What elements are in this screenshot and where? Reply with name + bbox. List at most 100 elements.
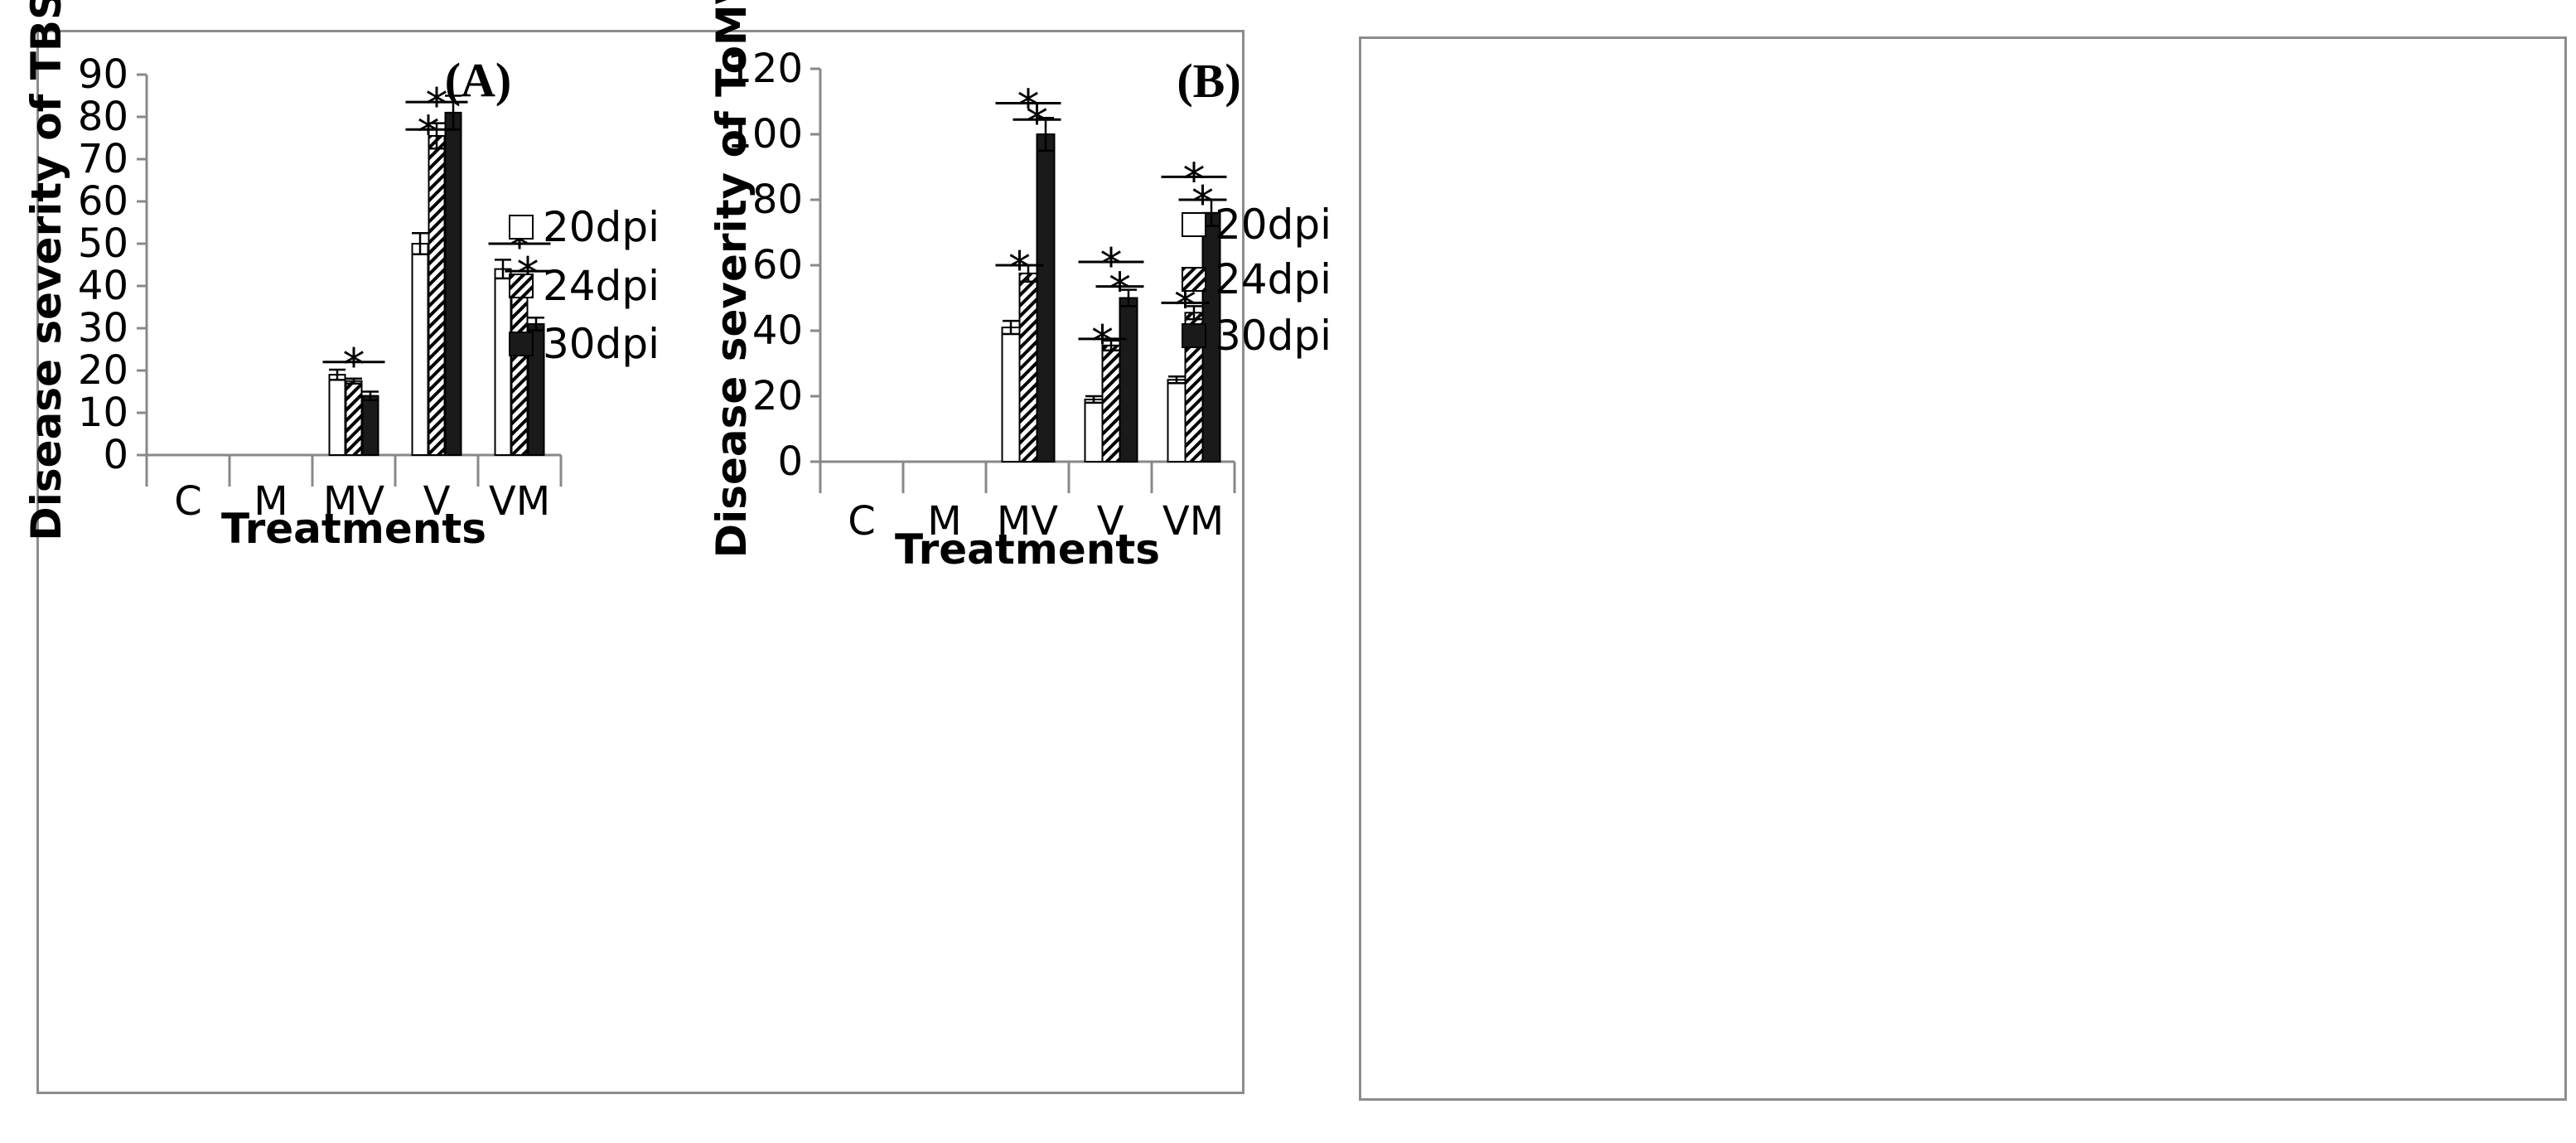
significance-marker: * — [995, 242, 1044, 294]
significance-star: * — [1091, 316, 1114, 368]
y-tick-label: 20 — [78, 347, 128, 394]
legend-label: 20dpi — [1215, 201, 1331, 249]
legend-label: 24dpi — [543, 262, 660, 310]
significance-star: * — [1183, 153, 1206, 206]
bar-30dpi-V — [444, 111, 462, 456]
legend-label: 20dpi — [543, 203, 660, 251]
y-axis-title: Disease severity of ToMV — [708, 0, 756, 558]
y-tick-label: 10 — [78, 390, 128, 436]
error-bar-20dpi-V — [412, 232, 428, 255]
bar-24dpi-MV — [345, 380, 363, 456]
significance-marker: * — [1013, 96, 1061, 148]
legend-label: 24dpi — [1215, 255, 1331, 303]
x-axis-title: Treatments — [895, 525, 1160, 574]
legend-swatch — [509, 215, 534, 240]
error-bar-20dpi-MV — [329, 368, 346, 381]
significance-marker: * — [995, 80, 1061, 132]
error-bar-24dpi-V — [1103, 339, 1119, 351]
x-axis-title: Treatments — [221, 505, 486, 553]
error-bar-20dpi-V — [1085, 395, 1102, 404]
significance-marker: * — [1161, 153, 1227, 206]
significance-star: * — [1109, 264, 1131, 316]
bar-20dpi-V — [1084, 398, 1104, 463]
legend-item-24dpi: 24dpi — [509, 262, 660, 310]
chart-panel-b: 0 20 40 60 80 100 120 C M MV V VM Treatments Disease … — [708, 0, 2567, 1101]
x-tick-label: C — [848, 498, 876, 545]
legend-swatch — [1182, 267, 1206, 292]
legend-swatch — [509, 332, 534, 356]
y-tick-label: 20 — [752, 373, 803, 419]
significance-star: * — [1100, 239, 1123, 291]
legend-item-24dpi: 24dpi — [1182, 255, 1331, 303]
y-tick-label: 90 — [78, 51, 128, 98]
bar-20dpi-MV — [1001, 327, 1021, 463]
bar-24dpi-MV — [1018, 272, 1038, 463]
y-tick-label: 0 — [777, 438, 803, 485]
legend-item-30dpi: 30dpi — [509, 320, 660, 368]
error-bar-20dpi-VM — [495, 259, 511, 280]
y-tick-label: 30 — [78, 305, 128, 351]
x-tick-label: V — [423, 478, 451, 525]
error-bar-20dpi-VM — [1168, 375, 1185, 385]
significance-star: * — [343, 339, 365, 391]
legend-item-20dpi: 20dpi — [509, 203, 660, 251]
error-bar-30dpi-V — [1120, 288, 1137, 308]
legend-swatch — [1182, 323, 1206, 348]
significance-marker: * — [1078, 316, 1127, 368]
significance-marker: * — [1095, 264, 1144, 316]
significance-marker: * — [322, 339, 385, 391]
x-tick-label: C — [174, 478, 202, 525]
significance-star: * — [426, 79, 448, 131]
y-tick-label: 40 — [78, 263, 128, 309]
legend-label: 30dpi — [1215, 312, 1331, 360]
error-bar-30dpi-VM — [528, 317, 544, 332]
significance-marker: * — [1078, 239, 1144, 291]
error-bar-24dpi-VM — [1186, 305, 1202, 321]
error-bar-30dpi-MV — [1037, 117, 1054, 152]
panel-label: (B) — [1177, 54, 1240, 108]
legend-item-20dpi: 20dpi — [1182, 201, 1331, 249]
significance-star: * — [1017, 80, 1040, 132]
legend-swatch — [509, 274, 534, 298]
significance-marker: * — [405, 106, 452, 158]
legend-swatch — [1182, 212, 1206, 237]
y-tick-label: 80 — [752, 177, 803, 223]
bar-30dpi-V — [1119, 297, 1138, 463]
y-tick-label: 80 — [78, 94, 128, 140]
significance-star: * — [1008, 242, 1031, 294]
bar-30dpi-MV — [1036, 133, 1056, 463]
x-tick-label: M — [927, 498, 961, 545]
x-tick-label: V — [1097, 498, 1124, 545]
x-tick-label: VM — [489, 478, 550, 525]
x-tick-label: MV — [323, 478, 384, 525]
significance-star: * — [1026, 96, 1048, 148]
bar-20dpi-VM — [494, 268, 512, 456]
x-tick-label: M — [254, 478, 288, 525]
error-bar-20dpi-MV — [1003, 319, 1019, 336]
bar-30dpi-MV — [361, 395, 379, 457]
y-tick-label: 60 — [752, 242, 803, 288]
bar-24dpi-V — [428, 134, 446, 456]
x-tick-label: MV — [997, 498, 1058, 545]
y-tick-label: 0 — [103, 432, 128, 478]
y-tick-label: 50 — [78, 220, 128, 267]
legend-item-30dpi: 30dpi — [1182, 312, 1331, 360]
error-bar-24dpi-MV — [346, 377, 362, 385]
significance-marker: * — [405, 79, 468, 131]
error-bar-24dpi-V — [428, 122, 445, 150]
bar-20dpi-VM — [1167, 379, 1187, 463]
y-tick-label: 120 — [727, 46, 803, 92]
y-tick-label: 40 — [752, 308, 803, 354]
legend-label: 30dpi — [543, 320, 660, 368]
error-bar-30dpi-MV — [362, 390, 379, 401]
y-tick-label: 100 — [727, 111, 803, 157]
panel-label: (A) — [445, 53, 512, 107]
bar-20dpi-V — [411, 243, 429, 456]
y-tick-label: 60 — [78, 178, 128, 225]
x-tick-label: VM — [1162, 498, 1224, 545]
significance-star: * — [418, 106, 440, 158]
